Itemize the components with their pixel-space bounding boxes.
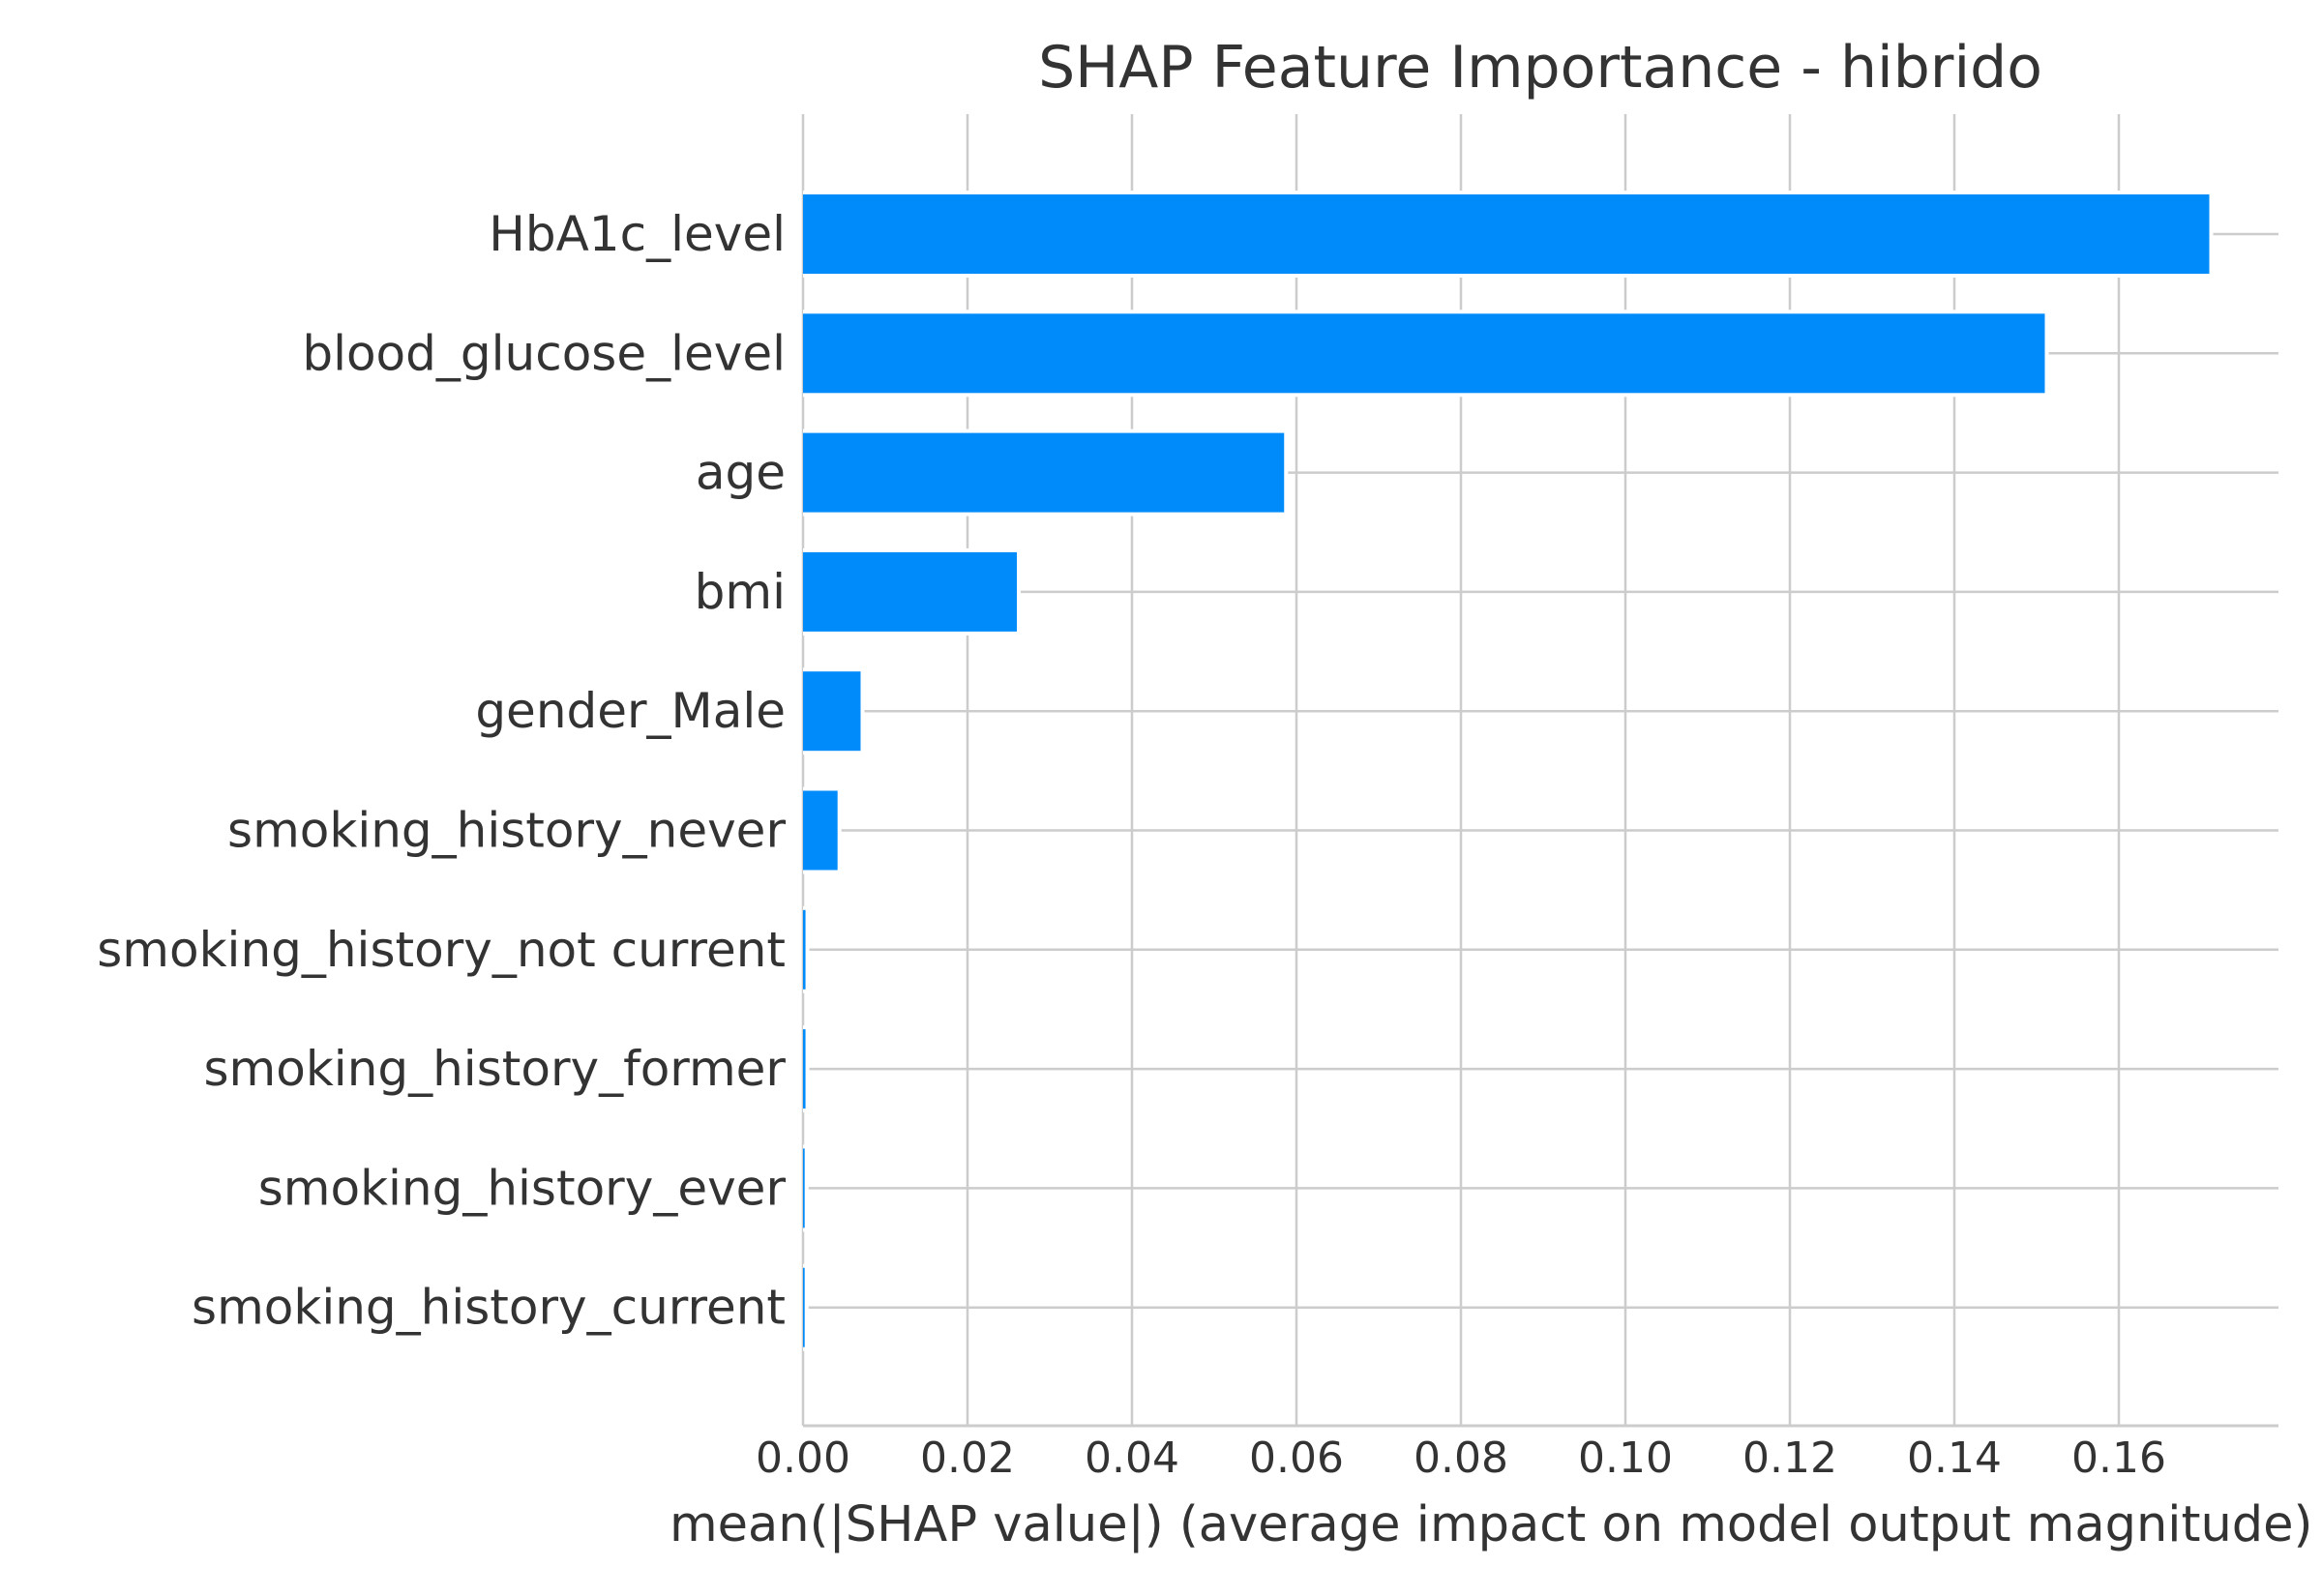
x-tick-label: 0.00 bbox=[756, 1433, 850, 1483]
y-tick-label: gender_Male bbox=[475, 683, 786, 739]
x-tick-label: 0.10 bbox=[1578, 1433, 1673, 1483]
bar-halo bbox=[803, 1144, 809, 1232]
x-tick-label: 0.08 bbox=[1414, 1433, 1508, 1483]
x-axis-label: mean(|SHAP value|) (average impact on mo… bbox=[670, 1496, 2312, 1553]
y-tick-label: smoking_history_current bbox=[192, 1280, 786, 1336]
y-tick-label: HbA1c_level bbox=[489, 206, 786, 262]
bar bbox=[803, 909, 806, 990]
bar-halo bbox=[803, 1025, 810, 1113]
x-tick-label: 0.16 bbox=[2071, 1433, 2166, 1483]
y-tick-label: smoking_history_not current bbox=[97, 922, 786, 978]
x-tick-label: 0.06 bbox=[1249, 1433, 1344, 1483]
bar bbox=[803, 671, 861, 752]
bars bbox=[803, 191, 2214, 1351]
bar bbox=[803, 1029, 806, 1109]
bar bbox=[803, 1267, 805, 1347]
x-tick-label: 0.14 bbox=[1907, 1433, 2002, 1483]
bar bbox=[803, 313, 2045, 394]
chart-title: SHAP Feature Importance - hibrido bbox=[1038, 34, 2042, 102]
bar-halo bbox=[803, 905, 810, 993]
x-tick-label: 0.04 bbox=[1085, 1433, 1179, 1483]
y-tick-label: blood_glucose_level bbox=[302, 325, 786, 381]
x-tick-labels: 0.00 0.02 0.04 0.06 0.08 0.10 0.12 0.14 0.16 bbox=[756, 1433, 2166, 1483]
y-tick-label: smoking_history_never bbox=[227, 803, 786, 859]
y-tick-label: bmi bbox=[695, 564, 786, 620]
y-tick-label: smoking_history_ever bbox=[258, 1160, 787, 1216]
y-tick-label: smoking_history_former bbox=[204, 1041, 787, 1097]
bar bbox=[803, 432, 1285, 513]
x-tick-label: 0.02 bbox=[920, 1433, 1015, 1483]
bar bbox=[803, 790, 838, 871]
bar bbox=[803, 194, 2210, 274]
bar bbox=[803, 1148, 805, 1228]
x-tick-label: 0.12 bbox=[1742, 1433, 1837, 1483]
y-tick-label: age bbox=[696, 445, 786, 501]
bar bbox=[803, 551, 1017, 632]
bar-halo bbox=[803, 1263, 809, 1351]
